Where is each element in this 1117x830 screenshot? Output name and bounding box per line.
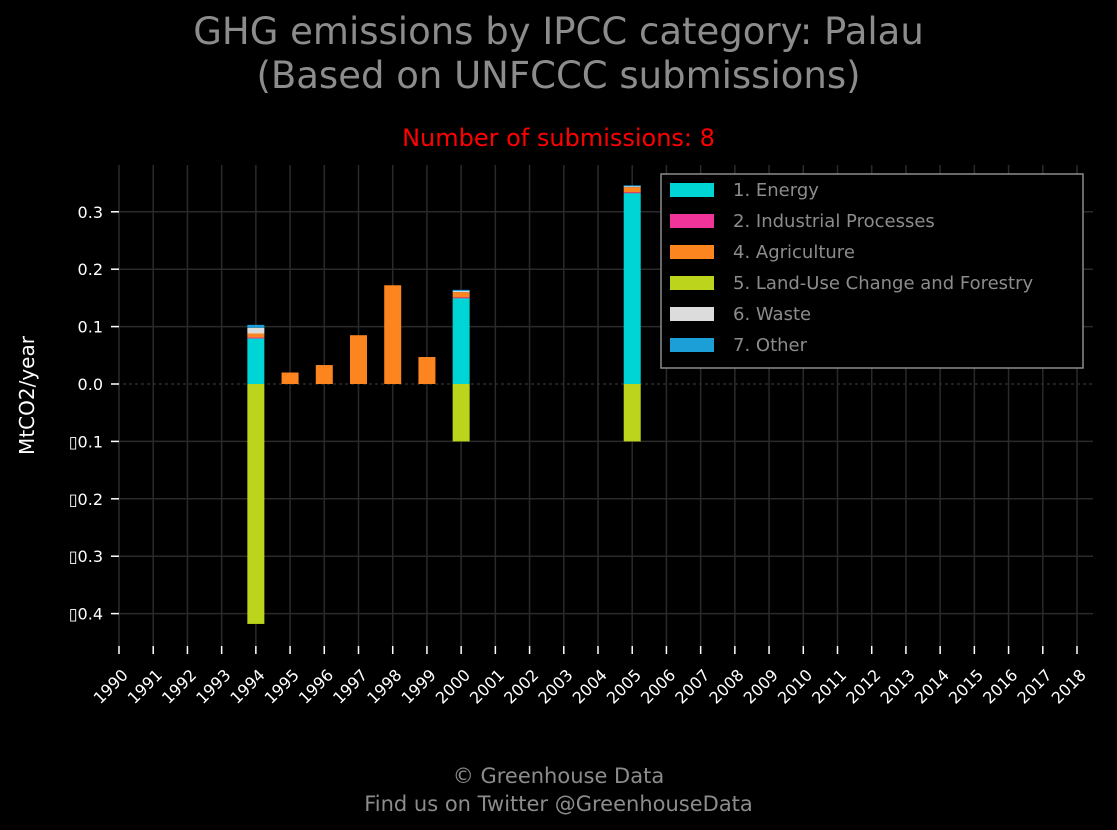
- bar-2-industrial-processes: [247, 337, 265, 339]
- x-tick-label: 1996: [295, 665, 337, 707]
- legend-entry: 5. Land-Use Change and Forestry: [733, 273, 1033, 294]
- x-tick-label: 2013: [877, 665, 919, 707]
- x-tick-label: 1995: [261, 665, 303, 707]
- x-tick-label: 1992: [158, 665, 200, 707]
- bar-6-waste: [623, 185, 641, 188]
- x-tick-label: 2016: [979, 665, 1021, 707]
- x-tick-label: 2018: [1048, 665, 1090, 707]
- chart-subtitle: Number of submissions: 8: [402, 124, 715, 152]
- legend-entry: 7. Other: [733, 335, 808, 356]
- y-tick-label: ▯0.3: [69, 547, 103, 566]
- bar-7-other: [452, 289, 470, 292]
- legend-entry: 6. Waste: [733, 304, 811, 325]
- x-tick-label: 2012: [842, 665, 884, 707]
- y-tick-label: 0.0: [78, 375, 103, 394]
- bar-2-industrial-processes: [623, 192, 641, 194]
- chart-title-line1: GHG emissions by IPCC category: Palau: [193, 10, 924, 53]
- bar-4-agriculture: [315, 365, 333, 384]
- footer-copyright: © Greenhouse Data: [452, 764, 665, 788]
- chart-title: GHG emissions by IPCC category: Palau (B…: [0, 10, 1117, 98]
- x-tick-label: 2007: [671, 665, 713, 707]
- x-tick-label: 2010: [774, 665, 816, 707]
- bar-6-waste: [247, 327, 265, 334]
- legend-entry: 2. Industrial Processes: [733, 211, 935, 232]
- footer-twitter: Find us on Twitter @GreenhouseData: [364, 792, 753, 816]
- x-tick-label: 2014: [911, 665, 953, 707]
- bar-1-energy: [623, 192, 641, 384]
- bar-4-agriculture: [418, 357, 436, 384]
- x-tick-label: 1994: [226, 665, 268, 707]
- bar-2-industrial-processes: [452, 297, 470, 299]
- legend-swatch: [670, 307, 714, 321]
- bar-4-agriculture: [623, 187, 641, 193]
- x-tick-label: 1990: [90, 665, 132, 707]
- y-tick-label: 0.1: [78, 318, 103, 337]
- x-tick-label: 2004: [569, 665, 611, 707]
- bar-4-agriculture: [384, 285, 402, 384]
- legend: 1. Energy 2. Industrial Processes 4. Agric…: [660, 173, 1084, 369]
- legend-swatch: [670, 214, 714, 228]
- y-tick-label: 0.2: [78, 260, 103, 279]
- legend-swatch: [670, 245, 714, 259]
- y-tick-label: 0.3: [78, 203, 103, 222]
- bar-5-land-use-change-and-forestry: [623, 384, 641, 442]
- bar-5-land-use-change-and-forestry: [247, 384, 265, 624]
- legend-swatch: [670, 338, 714, 352]
- chart-title-line2: (Based on UNFCCC submissions): [256, 54, 861, 97]
- x-tick-label: 2000: [432, 665, 474, 707]
- x-tick-label: 1997: [329, 665, 371, 707]
- bar-4-agriculture: [452, 292, 470, 298]
- x-tick-label: 2015: [945, 665, 987, 707]
- bar-1-energy: [452, 297, 470, 384]
- x-tick-label: 2003: [534, 665, 576, 707]
- bar-4-agriculture: [281, 372, 299, 384]
- x-tick-label: 2001: [466, 665, 508, 707]
- y-axis-label: MtCO2/year: [15, 335, 39, 455]
- x-tick-label: 2011: [808, 665, 850, 707]
- bar-6-waste: [452, 291, 470, 293]
- x-tick-label: 1999: [398, 665, 440, 707]
- bar-7-other: [623, 185, 641, 187]
- y-tick-label: ▯0.4: [69, 605, 103, 624]
- legend-frame: [660, 173, 1084, 369]
- x-tick-label: 2017: [1013, 665, 1055, 707]
- x-tick-label: 2005: [603, 665, 645, 707]
- legend-swatch: [670, 183, 714, 197]
- y-tick-label: ▯0.2: [69, 490, 103, 509]
- bar-7-other: [247, 324, 265, 328]
- x-tick-label: 1991: [124, 665, 166, 707]
- y-tick-label: ▯0.1: [69, 432, 103, 451]
- x-tick-label: 2006: [637, 665, 679, 707]
- bar-4-agriculture: [247, 333, 265, 338]
- x-tick-label: 2002: [500, 665, 542, 707]
- bar-5-land-use-change-and-forestry: [452, 384, 470, 442]
- bar-4-agriculture: [350, 335, 367, 384]
- legend-swatch: [670, 276, 714, 290]
- legend-entry: 4. Agriculture: [733, 242, 855, 263]
- x-tick-label: 2008: [705, 665, 747, 707]
- footer: © Greenhouse Data Find us on Twitter @Gr…: [0, 762, 1117, 818]
- legend-entry: 1. Energy: [733, 180, 819, 201]
- x-tick-label: 1998: [363, 665, 405, 707]
- x-tick-label: 2009: [740, 665, 782, 707]
- x-tick-label: 1993: [192, 665, 234, 707]
- bar-1-energy: [247, 338, 265, 384]
